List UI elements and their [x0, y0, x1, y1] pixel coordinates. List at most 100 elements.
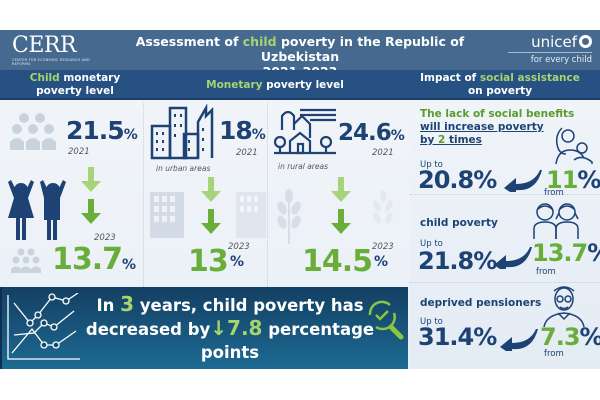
percent-sign: % [122, 257, 137, 273]
section-title-child-poverty: Child monetary poverty level [10, 72, 140, 97]
percent-sign: % [251, 127, 266, 143]
child-poverty-column: 21.5% 2021 2023 13.7% [0, 102, 143, 287]
rural-poverty-column: 24.6% 2021 in rural areas 14.5 2023 % [267, 102, 410, 287]
decrease-value: 7.8 [227, 316, 263, 340]
increased-poverty-value: 31.4% [418, 323, 497, 351]
impact-title-text: The lack of social benefits [420, 108, 575, 120]
impact-title: child poverty [420, 217, 498, 229]
impact-block-child-poverty: child poverty Up to 21.8% 13.7% from [410, 195, 600, 283]
impact-title: deprived pensioners [420, 297, 542, 309]
infographic: CERR CENTER FOR ECONOMIC RESEARCH AND RE… [0, 30, 600, 369]
arrow-down-icon [201, 177, 221, 202]
rural-2021-value: 24.6 [338, 120, 392, 146]
from-value: 13.7 [532, 239, 588, 267]
arrow-down-icon [331, 209, 351, 234]
header-band: CERR CENTER FOR ECONOMIC RESEARCH AND RE… [0, 30, 600, 79]
curved-arrow-icon [500, 329, 538, 351]
year-label: 2023 [94, 233, 116, 243]
section-highlight: Child [29, 72, 60, 84]
title-highlight: child [242, 34, 277, 49]
apartment-building-icon [236, 192, 266, 238]
arrow-down-icon [201, 209, 221, 234]
impact-multiplier: 2 [438, 134, 446, 146]
impact-title-text: by [420, 134, 439, 146]
impact-title-text: times [445, 134, 482, 146]
urban-2021-value: 18 [219, 116, 253, 145]
cerr-logo: CERR CENTER FOR ECONOMIC RESEARCH AND RE… [12, 34, 92, 67]
section-text: poverty level [262, 79, 344, 91]
unicef-name: unicef [531, 33, 577, 51]
summary-text-part: years, child poverty has [134, 296, 364, 315]
summary-text-part: decreased by [85, 320, 211, 339]
percent-sign: % [374, 254, 389, 270]
two-children-icon [533, 203, 579, 239]
impact-block-social-benefits: The lack of social benefits will increas… [410, 102, 600, 198]
year-label: 2023 [372, 242, 394, 252]
from-value: 7.3 [540, 323, 581, 351]
curved-arrow-icon [504, 170, 542, 192]
title-text: Assessment of [135, 34, 243, 49]
summary-text-part: percentage [262, 320, 375, 339]
from-label: from [544, 188, 564, 198]
section-text: Impact of [420, 72, 480, 84]
years-count: 3 [120, 292, 135, 316]
arrow-down-icon [81, 199, 101, 224]
impact-block-pensioners: deprived pensioners Up to 31.4% 7.3% fro… [410, 283, 600, 369]
percent-sign: % [390, 128, 405, 144]
section-highlight: Monetary [206, 79, 263, 91]
unicef-globe-icon [579, 35, 592, 48]
rural-farm-icon [273, 108, 336, 155]
from-label: from [536, 267, 556, 277]
percent-sign: % [587, 239, 600, 267]
people-group-icon [11, 248, 41, 273]
area-label: in urban areas [156, 164, 211, 173]
section-title-impact: Impact of social assistance on poverty [400, 72, 600, 97]
wheat-icon [373, 190, 393, 224]
from-value: 11 [546, 166, 578, 194]
urban-2023-value: 13 [188, 244, 229, 279]
decrease-arrow-icon: ↓ [210, 316, 228, 340]
rural-2023-value: 14.5 [302, 244, 373, 279]
city-buildings-icon [150, 104, 214, 160]
summary-text: In 3 years, child poverty has decreased … [80, 293, 380, 364]
cerr-logo-subtitle: CENTER FOR ECONOMIC RESEARCH AND REFORMS [12, 58, 90, 66]
section-text: monetary [59, 72, 121, 84]
arrow-down-icon [81, 167, 101, 192]
from-label: from [544, 349, 564, 359]
up-to-label: Up to [420, 317, 443, 327]
percent-sign: % [230, 254, 245, 270]
urban-poverty-column: 18% 2021 in urban areas 13 2023 % [143, 102, 267, 287]
impact-panel: The lack of social benefits will increas… [410, 102, 600, 369]
wheat-icon [277, 189, 301, 244]
year-label: 2023 [228, 242, 250, 252]
page-title: Assessment of child poverty in the Repub… [100, 34, 500, 79]
summary-banner: In 3 years, child poverty has decreased … [0, 287, 408, 369]
summary-text-part: points [200, 343, 260, 362]
elderly-man-icon [543, 286, 585, 327]
section-headers: Child monetary poverty level Monetary po… [0, 70, 600, 100]
line-chart-icon [7, 293, 80, 360]
section-title-monetary-poverty: Monetary poverty level [150, 79, 400, 92]
section-highlight: social assistance [479, 72, 580, 84]
current-poverty-value: 11% [546, 166, 600, 194]
year-label: 2021 [236, 148, 258, 158]
arrow-down-icon [331, 177, 351, 202]
child-poverty-2021-value: 21.5 [66, 116, 125, 145]
mother-child-icon [555, 127, 593, 165]
current-poverty-value: 7.3% [540, 323, 600, 351]
percent-sign: % [580, 323, 600, 351]
magnifier-check-icon [368, 300, 404, 340]
summary-text-part: In [96, 296, 121, 315]
up-to-label: Up to [420, 239, 443, 249]
title-text: poverty in the Republic of Uzbekistan [260, 34, 465, 64]
year-label: 2021 [372, 148, 394, 158]
section-text: poverty level [36, 84, 114, 97]
percent-sign: % [577, 166, 600, 194]
section-text: on poverty [467, 84, 533, 97]
child-poverty-2023-value: 13.7 [52, 242, 123, 277]
unicef-tagline: for every child [530, 55, 592, 65]
unicef-logo: unicef for every child [502, 33, 592, 65]
divider [508, 52, 592, 53]
curved-arrow-icon [494, 247, 532, 269]
impact-title-text: will increase poverty [420, 121, 544, 133]
